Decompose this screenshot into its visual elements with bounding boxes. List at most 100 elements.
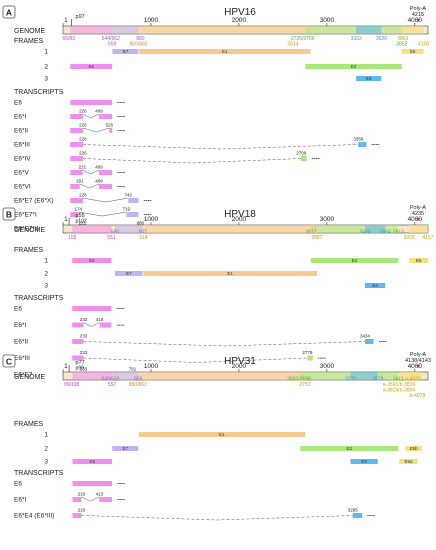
orf-label: E2 <box>346 446 352 451</box>
genome-region-e7 <box>112 26 139 34</box>
orf-label: E4 <box>361 459 367 464</box>
orf-e6 <box>70 64 113 69</box>
site-label: 3620 <box>376 36 387 42</box>
transcript-row: E6*IV 226 2709 ---- <box>14 151 320 164</box>
transcript-exon <box>307 355 313 361</box>
site-label: 3578 <box>372 377 383 383</box>
frame-number: 1 <box>44 432 48 439</box>
orf-e4 <box>365 283 386 288</box>
genome-label: GENOME <box>14 227 45 234</box>
genome-bar <box>62 371 429 381</box>
axis-tick-label: 4000 <box>408 216 423 223</box>
site-label: 4100 <box>418 42 429 48</box>
transcript-exon <box>72 513 82 518</box>
orf-e2 <box>300 446 399 451</box>
genome-axis: 1 1000 2000 3000 4000 <box>62 363 422 372</box>
splice-site-label: 174 <box>75 207 83 212</box>
transcript-exon <box>72 481 112 486</box>
orf-e6 <box>72 459 112 464</box>
frame-number: 1 <box>44 49 48 56</box>
site-label: 3333 <box>351 36 362 42</box>
site-label: 540/560 <box>101 377 119 383</box>
panel-letter: C <box>6 357 12 367</box>
frame-number: 2 <box>44 446 48 453</box>
splice-site-label: 409 <box>95 109 103 114</box>
frame-number: 3 <box>44 459 48 466</box>
transcript-row: E6*I 210 413 ---- <box>14 492 125 504</box>
site-label: 2725/2756 <box>291 36 315 42</box>
polya-label: Poly-A <box>410 6 427 12</box>
splice-site-label: 2709 <box>296 151 307 156</box>
site-label: 3936 <box>404 235 415 241</box>
orf-e7 <box>112 446 139 451</box>
splice-line <box>79 183 100 189</box>
site-label: 3813 <box>393 230 404 236</box>
transcript-name: E6*VI <box>14 184 31 191</box>
orf-e1 <box>143 271 317 276</box>
panel-letter-box <box>2 354 16 368</box>
axis-tick-label: 1000 <box>144 363 159 370</box>
frame-number: 1 <box>44 258 48 265</box>
transcript-continuation: ---- <box>117 185 125 191</box>
transcript-row: E6*I 233 416 ---- <box>14 317 124 329</box>
orf-label: E5 <box>416 258 422 263</box>
site-label: 859/865 <box>130 42 148 48</box>
frame-number: 2 <box>44 271 48 278</box>
splice-site-label: 526 <box>106 123 114 128</box>
splice-line <box>83 322 100 327</box>
transcript-exon <box>72 306 112 311</box>
splice-site-label: 409 <box>95 179 103 184</box>
splice-site-label: 3434 <box>360 334 371 339</box>
polya-marker <box>416 365 420 368</box>
frame-number: 3 <box>44 76 48 83</box>
orf-e1 <box>139 49 311 54</box>
genome-bar <box>62 25 429 35</box>
orf-e1 <box>138 432 305 437</box>
site-label: 856 <box>134 377 143 383</box>
genome-region-e1 <box>143 225 317 233</box>
transcript-exon <box>358 142 367 147</box>
axis-tick-label: 1000 <box>144 216 159 223</box>
transcript-exon <box>352 513 363 518</box>
splice-line <box>82 144 359 150</box>
site-label: a-4032 <box>405 377 421 383</box>
orf-label: E7 <box>126 271 132 276</box>
orf-label: E5a <box>404 459 413 464</box>
orf-label: E1 <box>219 432 225 437</box>
orf-e4 <box>350 459 378 464</box>
panel-letter-box <box>2 207 16 221</box>
transcript-row: E6*II 233 3434 ---- <box>14 334 386 347</box>
site-label: 3863 <box>397 36 408 42</box>
transcript-exon <box>99 322 112 328</box>
splice-site-label: 880 <box>137 221 145 226</box>
splice-site-label: 221 <box>79 165 87 170</box>
transcript-exon <box>70 156 83 161</box>
orf-e4 <box>356 76 382 81</box>
transcript-row: E6*III 226 3358 ---- <box>14 137 379 150</box>
transcript-row: E6*E7*I 174 719 ---- <box>14 207 151 219</box>
transcript-continuation: ---- <box>117 482 125 488</box>
transcript-row: E6 ---- <box>14 306 124 313</box>
transcript-exon <box>70 114 83 119</box>
genome-region-e2 <box>310 225 399 233</box>
transcript-row: E6*VI 191 409 ---- <box>14 179 125 191</box>
orf-label: E6 <box>89 258 95 263</box>
transcript-exon <box>126 212 139 217</box>
genome-region-e4 <box>356 26 382 34</box>
orf-label: E7 <box>123 49 129 54</box>
genome-label: GENOME <box>14 374 45 381</box>
site-label: 3270 <box>345 377 356 383</box>
site-label: 99/108 <box>64 382 80 388</box>
site-label: b-4078 <box>410 393 426 399</box>
site-label: 105 <box>68 235 77 241</box>
polya-marker <box>416 19 420 22</box>
transcript-name: E6*E4 (E6*III) <box>14 513 54 520</box>
panel-title: HPV18 <box>224 209 256 220</box>
site-label: 3811 <box>393 377 404 383</box>
transcript-name: E6 <box>14 481 22 488</box>
genome-region-e5 <box>409 225 428 233</box>
transcript-name: E6*II <box>14 339 28 346</box>
orf-e6 <box>72 258 112 263</box>
transcript-row: E6*III 233 2779 ---- <box>14 350 326 363</box>
panel-letter: B <box>6 210 12 220</box>
